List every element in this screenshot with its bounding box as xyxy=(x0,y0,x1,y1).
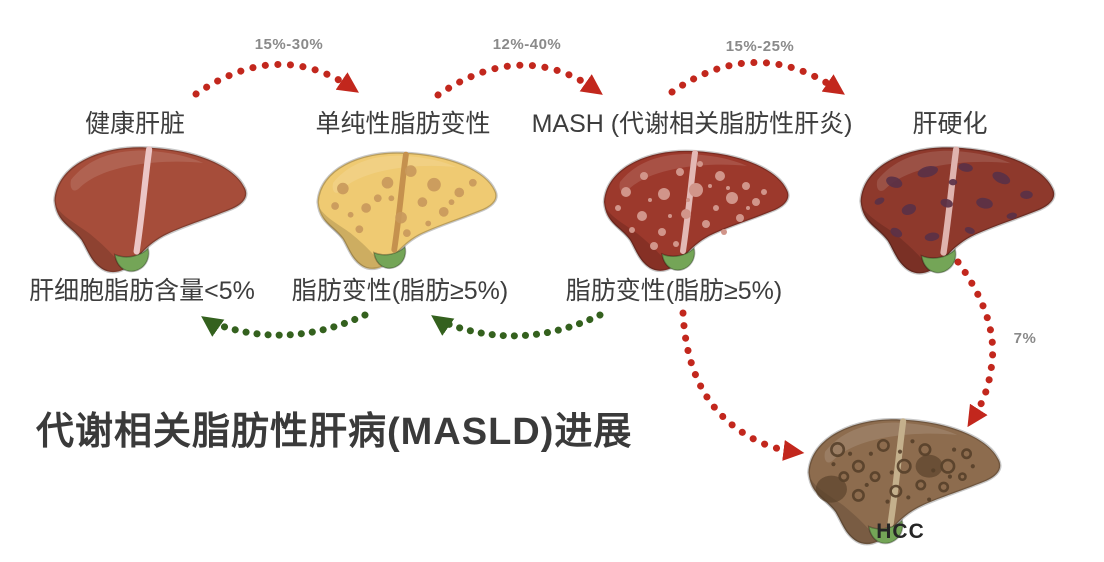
steatotic-liver-illustration xyxy=(318,153,497,269)
arrow-mash-to-hcc xyxy=(679,309,805,461)
hcc-liver-illustration xyxy=(808,419,1000,544)
arrow-steatosis-to-healthy-reversal xyxy=(201,311,369,339)
healthy-liver-illustration xyxy=(54,147,246,272)
arrow-cirrhosis-to-hcc xyxy=(954,258,997,428)
stage-label-cirrhosis: 肝硬化 xyxy=(912,110,988,138)
rate-mash-to-cirrhosis: 15%-25% xyxy=(725,38,795,55)
outcome-label-hcc: HCC xyxy=(876,520,925,543)
arrow-steatosis-to-mash xyxy=(434,61,603,99)
stage-label-healthy-liver: 健康肝脏 xyxy=(84,110,185,138)
mash-liver-illustration xyxy=(604,151,788,271)
rate-steatosis-to-mash: 12%-40% xyxy=(492,36,562,53)
diagram-title: 代谢相关脂肪性肝病(MASLD)进展 xyxy=(36,411,633,453)
fat-droplet-spots xyxy=(331,165,477,238)
stage-label-mash: MASH (代谢相关脂肪性肝炎) xyxy=(531,110,853,138)
status-label-steatosis: 脂肪变性(脂肪≥5%) xyxy=(291,277,509,305)
cirrhosis-scar-patches xyxy=(874,163,1033,242)
stage-label-simple-steatosis: 单纯性脂肪变性 xyxy=(315,110,491,138)
arrow-mash-to-steatosis-reversal xyxy=(431,311,604,340)
inflammation-spots xyxy=(615,161,767,250)
arrow-mash-to-cirrhosis xyxy=(668,59,845,96)
arrow-healthy-to-steatosis xyxy=(192,61,359,98)
status-label-mash: 脂肪变性(脂肪≥5%) xyxy=(565,277,783,305)
tumor-nodules xyxy=(815,438,975,504)
rate-cirrhosis-to-hcc: 7% xyxy=(1013,330,1037,347)
rate-healthy-to-steatosis: 15%-30% xyxy=(254,36,324,53)
status-label-healthy: 肝细胞脂肪含量<5% xyxy=(29,277,255,305)
cirrhotic-liver-illustration xyxy=(861,147,1055,273)
